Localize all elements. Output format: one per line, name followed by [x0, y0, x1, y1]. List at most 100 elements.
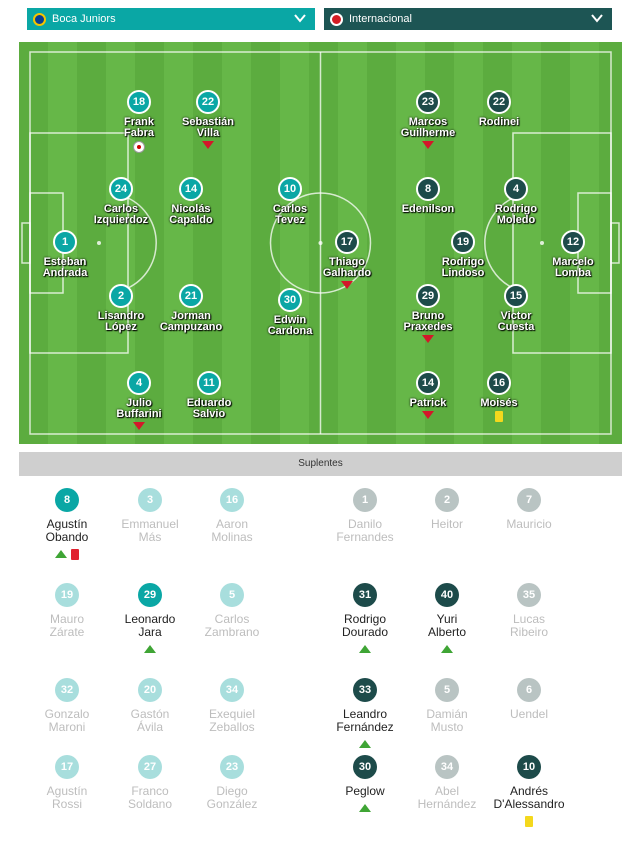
home-substitute[interactable]: 20 Gastón Ávila	[105, 678, 195, 734]
away-player[interactable]: 14 Patrick	[383, 371, 473, 419]
away-substitute[interactable]: 1 Danilo Fernandes	[320, 488, 410, 544]
away-substitute[interactable]: 5 Damián Musto	[402, 678, 492, 734]
home-team-name: Boca Juniors	[52, 13, 116, 25]
player-name: Edwin	[273, 314, 307, 326]
shirt-number: 22	[196, 90, 220, 114]
away-substitute[interactable]: 10 Andrés D'Alessandro	[484, 755, 574, 827]
shirt-number: 20	[138, 678, 162, 702]
substitute-name: Mauricio	[506, 517, 552, 531]
player-name: Bruno	[411, 310, 445, 322]
home-player[interactable]: 14 Nicolás Capaldo	[146, 177, 236, 226]
away-substitute[interactable]: 33 Leandro Fernández	[320, 678, 410, 750]
home-substitute[interactable]: 27 Franco Soldano	[105, 755, 195, 811]
away-player[interactable]: 19 Rodrigo Lindoso	[418, 230, 508, 279]
shirt-number: 1	[353, 488, 377, 512]
shirt-number: 32	[55, 678, 79, 702]
home-player[interactable]: 24 Carlos Izquierdoz	[76, 177, 166, 226]
home-substitute[interactable]: 3 Emmanuel Más	[105, 488, 195, 544]
shirt-number: 29	[138, 583, 162, 607]
substituted-off-icon	[422, 141, 434, 149]
home-substitute[interactable]: 17 Agustín Rossi	[22, 755, 112, 811]
substituted-on-icon	[441, 645, 453, 653]
away-player[interactable]: 15 Victor Cuesta	[471, 284, 561, 333]
substitute-name: Molinas	[211, 530, 253, 544]
home-player[interactable]: 11 Eduardo Salvio	[164, 371, 254, 420]
player-name: Andrada	[42, 267, 88, 279]
substitute-name: Zeballos	[209, 720, 255, 734]
player-name: Julio	[126, 397, 152, 409]
away-player[interactable]: 22 Rodinei	[454, 90, 544, 128]
away-substitute[interactable]: 2 Heitor	[402, 488, 492, 531]
shirt-number: 35	[517, 583, 541, 607]
home-player[interactable]: 18 Frank Fabra	[94, 90, 184, 153]
shirt-number: 23	[416, 90, 440, 114]
shirt-number: 14	[179, 177, 203, 201]
away-player[interactable]: 16 Moisés	[454, 371, 544, 427]
shirt-number: 19	[451, 230, 475, 254]
substituted-on-icon	[359, 645, 371, 653]
home-substitute[interactable]: 32 Gonzalo Maroni	[22, 678, 112, 734]
substitute-name: Dourado	[341, 625, 389, 639]
yellow-card-icon	[525, 815, 533, 827]
shirt-number: 24	[109, 177, 133, 201]
away-substitute[interactable]: 40 Yuri Alberto	[402, 583, 492, 655]
home-substitute[interactable]: 29 Leonardo Jara	[105, 583, 195, 655]
player-name: Tevez	[275, 214, 305, 226]
away-substitute[interactable]: 7 Mauricio	[484, 488, 574, 531]
home-substitute[interactable]: 8 Agustín Obando	[22, 488, 112, 560]
player-name: Lindoso	[441, 267, 485, 279]
home-substitute[interactable]: 16 Aaron Molinas	[187, 488, 277, 544]
chevron-down-icon	[591, 14, 603, 23]
home-substitute[interactable]: 19 Mauro Zárate	[22, 583, 112, 639]
shirt-number: 3	[138, 488, 162, 512]
shirt-number: 33	[353, 678, 377, 702]
away-substitute[interactable]: 30 Peglow	[320, 755, 410, 814]
player-name: Buffarini	[116, 408, 162, 420]
away-team-name: Internacional	[349, 13, 412, 25]
event-icons	[484, 815, 574, 827]
boca-crest-icon	[33, 12, 46, 26]
shirt-number: 30	[278, 288, 302, 312]
home-player[interactable]: 21 Jorman Campuzano	[146, 284, 236, 333]
substitute-name: Maroni	[48, 720, 86, 734]
shirt-number: 40	[435, 583, 459, 607]
home-player[interactable]: 10 Carlos Tevez	[245, 177, 335, 226]
away-substitute[interactable]: 6 Uendel	[484, 678, 574, 721]
substitute-name: Obando	[45, 530, 89, 544]
home-player[interactable]: 4 Julio Buffarini	[94, 371, 184, 430]
player-name: Frank	[124, 116, 154, 128]
away-player[interactable]: 29 Bruno Praxedes	[383, 284, 473, 343]
away-player[interactable]: 4 Rodrigo Moledo	[471, 177, 561, 226]
player-name: Nicolás	[171, 203, 211, 215]
home-player[interactable]: 30 Edwin Cardona	[245, 288, 335, 337]
away-player[interactable]: 23 Marcos Guilherme	[383, 90, 473, 149]
home-player[interactable]: 2 Lisandro López	[76, 284, 166, 333]
away-player[interactable]: 8 Edenilson	[383, 177, 473, 215]
player-name: Carlos	[103, 203, 139, 215]
player-name: Rodinei	[478, 116, 520, 128]
away-substitute[interactable]: 35 Lucas Ribeiro	[484, 583, 574, 639]
home-player[interactable]: 1 Esteban Andrada	[20, 230, 110, 279]
away-substitute[interactable]: 31 Rodrigo Dourado	[320, 583, 410, 655]
player-name: Cuesta	[497, 321, 535, 333]
shirt-number: 22	[487, 90, 511, 114]
home-team-select[interactable]: Boca Juniors	[27, 8, 315, 30]
substitute-name: Zambrano	[204, 625, 260, 639]
home-substitute[interactable]: 23 Diego González	[187, 755, 277, 811]
shirt-number: 1	[53, 230, 77, 254]
away-team-select[interactable]: Internacional	[324, 8, 612, 30]
shirt-number: 31	[353, 583, 377, 607]
home-player[interactable]: 22 Sebastián Villa	[163, 90, 253, 149]
substitute-name: Uendel	[509, 707, 549, 721]
substitute-name: Franco	[131, 784, 169, 798]
away-player[interactable]: 12 Marcelo Lomba	[528, 230, 618, 279]
substitute-name: Danilo	[347, 517, 383, 531]
substitute-name: Leandro	[342, 707, 388, 721]
away-substitute[interactable]: 34 Abel Hernández	[402, 755, 492, 811]
substituted-on-icon	[359, 804, 371, 812]
home-substitute[interactable]: 5 Carlos Zambrano	[187, 583, 277, 639]
away-player[interactable]: 17 Thiago Galhardo	[302, 230, 392, 289]
home-substitute[interactable]: 34 Exequiel Zeballos	[187, 678, 277, 734]
substitute-name: Exequiel	[208, 707, 256, 721]
player-name: Villa	[196, 127, 220, 139]
